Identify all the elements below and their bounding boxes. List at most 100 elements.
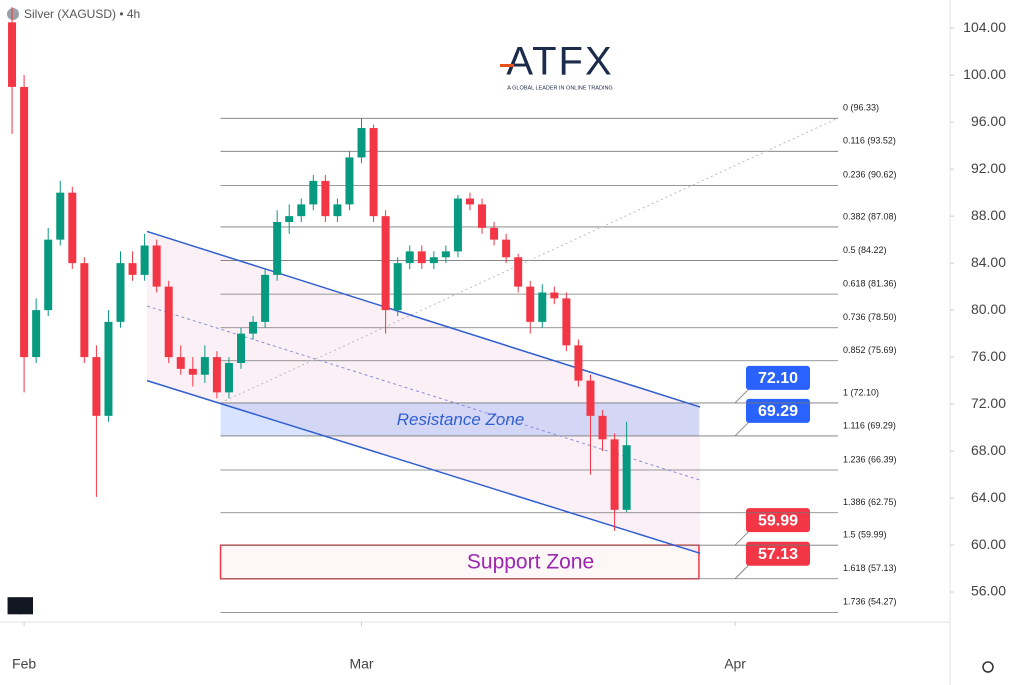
- candle-body: [514, 257, 523, 287]
- candle-body: [574, 345, 583, 381]
- y-tick-label: 96.00: [971, 113, 1006, 129]
- candle-body: [369, 128, 378, 217]
- y-tick-label: 64.00: [971, 489, 1006, 505]
- fib-label: 0 (96.33): [843, 103, 879, 113]
- candle-body: [80, 263, 89, 358]
- x-tick-label: Mar: [349, 656, 373, 672]
- fib-label: 0.116 (93.52): [843, 136, 896, 146]
- candle-body: [20, 86, 29, 358]
- candle-body: [490, 227, 499, 240]
- candle-body: [104, 321, 113, 416]
- fib-label: 1.5 (59.99): [843, 530, 887, 540]
- candle-body: [212, 357, 221, 393]
- y-tick-label: 88.00: [971, 207, 1006, 223]
- candle-body: [140, 245, 149, 275]
- candle-body: [502, 239, 511, 258]
- y-tick-label: 104.00: [963, 19, 1006, 35]
- candle-body: [68, 192, 77, 264]
- price-badge: [746, 508, 810, 533]
- channel-fill: [147, 231, 701, 554]
- zone: [220, 402, 699, 436]
- candle-body: [357, 128, 366, 158]
- y-tick-label: 76.00: [971, 348, 1006, 364]
- channel-line: [146, 230, 701, 408]
- candle-body: [478, 204, 487, 228]
- fib-label: 0.5 (84.22): [843, 245, 887, 255]
- candle-body: [441, 251, 450, 258]
- candle-body: [188, 368, 197, 375]
- y-tick-label: 84.00: [971, 254, 1006, 270]
- candle-body: [92, 357, 101, 416]
- candle-body: [200, 357, 209, 375]
- channel-line: [146, 379, 701, 554]
- candle-body: [152, 245, 161, 287]
- logo: ATFX: [506, 40, 613, 84]
- candle-body: [116, 263, 125, 322]
- y-tick-label: 92.00: [971, 160, 1006, 176]
- candle-body: [321, 180, 330, 217]
- candle-body: [333, 204, 342, 217]
- fib-label: 1.116 (69.29): [843, 420, 896, 430]
- price-badge-label: 57.13: [758, 546, 798, 563]
- candle-body: [562, 298, 571, 346]
- candle-body: [538, 292, 547, 322]
- price-badge-label: 69.29: [758, 403, 798, 420]
- price-badge-label: 72.10: [758, 370, 798, 387]
- fib-label: 0.236 (90.62): [843, 170, 897, 180]
- x-tick-label: Apr: [724, 656, 746, 672]
- candle-body: [44, 239, 53, 311]
- y-tick-label: 56.00: [971, 583, 1006, 599]
- fib-label: 1 (72.10): [843, 387, 879, 397]
- fib-label: 1.618 (57.13): [843, 563, 897, 573]
- candle-body: [128, 263, 137, 275]
- settings-icon[interactable]: [982, 661, 994, 673]
- candle-body: [393, 263, 402, 311]
- candle-body: [176, 357, 185, 369]
- candle-body: [453, 198, 462, 252]
- badge-leader: [734, 420, 751, 437]
- y-tick-label: 80.00: [971, 301, 1006, 317]
- candle-body: [273, 222, 282, 275]
- candle-body: [405, 251, 414, 264]
- candle-body: [285, 216, 294, 223]
- candle-body: [261, 274, 270, 322]
- candle-body: [622, 445, 631, 510]
- candle-body: [249, 321, 258, 334]
- candle-body: [345, 157, 354, 205]
- candle-body: [586, 380, 595, 416]
- fib-trend: [220, 117, 838, 404]
- logo-tagline: A GLOBAL LEADER IN ONLINE TRADING: [507, 85, 612, 91]
- candle-body: [610, 439, 619, 510]
- price-badge-label: 59.99: [758, 512, 798, 529]
- fib-label: 0.618 (81.36): [843, 279, 897, 289]
- zone-label: Resistance Zone: [397, 410, 525, 429]
- y-tick-label: 100.00: [963, 66, 1006, 82]
- price-badge: [746, 398, 810, 423]
- candle-body: [550, 292, 559, 299]
- candle-body: [224, 362, 233, 393]
- price-badge: [746, 365, 810, 390]
- logo-accent: [500, 64, 514, 67]
- x-tick-label: Feb: [12, 656, 36, 672]
- badge-leader: [734, 529, 751, 546]
- candle-body: [8, 22, 17, 87]
- price-badge: [746, 541, 810, 566]
- candle-body: [237, 333, 246, 363]
- tv-logo: ▇▇: [7, 597, 33, 615]
- y-tick-label: 60.00: [971, 536, 1006, 552]
- zone: [219, 544, 700, 580]
- candle-body: [465, 198, 474, 205]
- fib-label: 0.852 (75.69): [843, 345, 897, 355]
- y-tick-label: 72.00: [971, 395, 1006, 411]
- fib-label: 1.386 (62.75): [843, 497, 897, 507]
- badge-leader: [734, 387, 751, 404]
- badge-leader: [734, 563, 751, 580]
- candle-body: [598, 415, 607, 440]
- candle-body: [297, 204, 306, 217]
- candle-body: [309, 180, 318, 205]
- y-tick-label: 68.00: [971, 442, 1006, 458]
- chart-title: Silver (XAGUSD) • 4h: [24, 7, 140, 21]
- candle-body: [32, 310, 41, 358]
- candle-body: [164, 286, 173, 358]
